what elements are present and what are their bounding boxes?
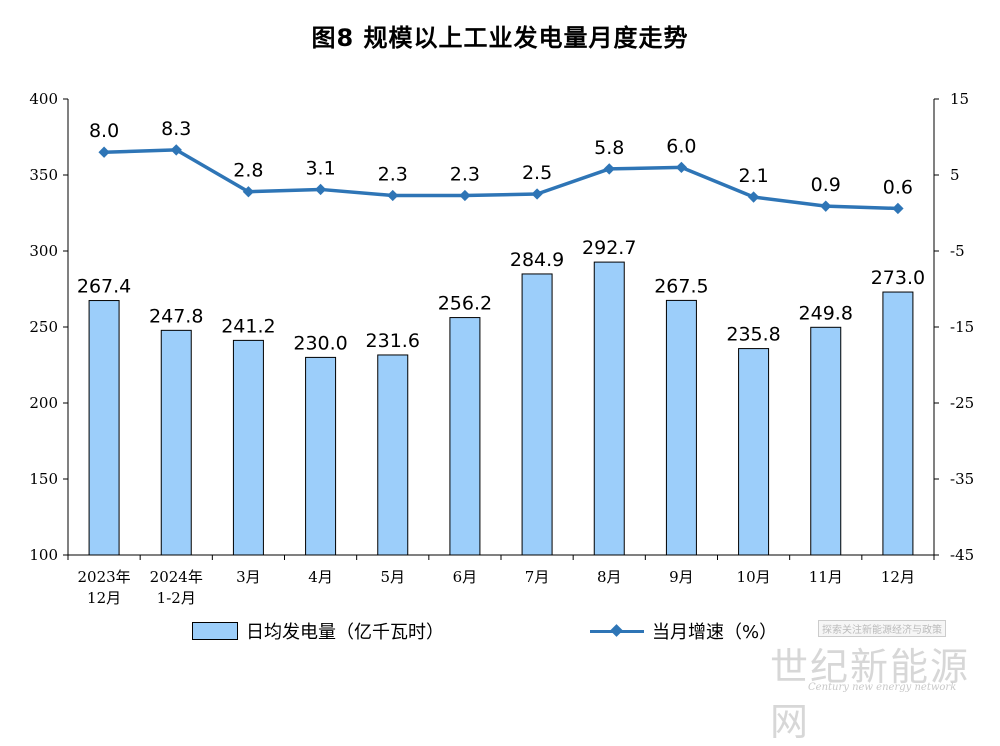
- x-tick-label: 1-2月: [157, 589, 196, 607]
- line-value-label: 2.8: [233, 160, 263, 182]
- y-right-tick-label: 15: [950, 90, 969, 108]
- line-point: [170, 144, 182, 156]
- axes: 100 150 200 250 300 350 400 -45 -35 -25 -15 -5 5 15: [29, 90, 974, 564]
- y-left-tick-label: 200: [29, 394, 58, 412]
- line-point: [603, 163, 615, 175]
- y-right-tick-label: -5: [950, 242, 965, 260]
- line-value-label: 8.0: [89, 120, 119, 142]
- bar-value-label: 247.8: [149, 305, 203, 327]
- watermark-tagline: 探索关注新能源经济与政策: [818, 620, 946, 637]
- x-tick-label: 11月: [809, 568, 843, 586]
- y-left-tick-label: 150: [29, 470, 58, 488]
- line-point: [387, 189, 399, 202]
- y-left-tick-label: 250: [29, 318, 58, 336]
- line-point: [98, 146, 110, 158]
- bar-value-label: 241.2: [221, 315, 275, 337]
- y-left-tick-label: 350: [29, 166, 58, 184]
- line-point: [459, 189, 471, 202]
- bar: [521, 273, 553, 556]
- bar-value-label: 273.0: [871, 267, 925, 289]
- y-right-tick-label: -35: [950, 470, 974, 488]
- bar: [377, 354, 409, 556]
- y-left-tick-label: 100: [29, 546, 58, 564]
- y-right-tick-label: -15: [950, 318, 974, 336]
- x-tick-label: 7月: [525, 568, 550, 586]
- y-right-tick-label: -25: [950, 394, 974, 412]
- legend-bar-swatch: [192, 622, 238, 640]
- line-value-label: 0.6: [883, 176, 913, 198]
- line-point: [242, 186, 255, 198]
- bar: [305, 356, 337, 556]
- line-value-label: 6.0: [666, 135, 696, 157]
- line-point: [820, 200, 832, 212]
- line-point: [892, 202, 904, 215]
- line-value-label: 8.3: [161, 118, 191, 140]
- line-point: [531, 188, 543, 200]
- x-tick-label: 8月: [597, 568, 622, 586]
- legend-label-line: 当月增速（%）: [652, 622, 778, 643]
- line-value-label: 2.5: [522, 162, 552, 184]
- line-series: [98, 144, 904, 215]
- line-point: [747, 191, 760, 203]
- legend-line-swatch: [590, 623, 644, 639]
- bar-series: [88, 261, 914, 556]
- bar: [449, 317, 481, 556]
- line-point: [675, 161, 688, 174]
- line-value-label: 5.8: [594, 137, 624, 159]
- legend-label-bars: 日均发电量（亿千瓦时）: [246, 622, 444, 643]
- y-left-tick-label: 300: [29, 242, 58, 260]
- bar: [88, 300, 120, 556]
- line-value-label: 0.9: [811, 174, 841, 196]
- bar: [738, 348, 770, 556]
- x-tick-labels: 2023年 12月 2024年 1-2月 3月 4月 5月 6月 7月 8月 9月 10月 11月 12月: [77, 568, 914, 607]
- legend: 日均发电量（亿千瓦时） 当月增速（%）: [0, 618, 1000, 648]
- x-tick-label: 9月: [669, 568, 694, 586]
- line-value-label: 2.1: [738, 165, 768, 187]
- x-tick-label: 4月: [308, 568, 333, 586]
- line-value-labels: 8.0 8.3 2.8 3.1 2.3 2.3 2.5 5.8 6.0 2.1 0.9 0.6: [89, 118, 913, 199]
- bar-value-label: 292.7: [582, 237, 636, 259]
- x-tick-label: 10月: [737, 568, 771, 586]
- legend-item-line: 当月增速（%）: [590, 618, 777, 644]
- line-value-label: 2.3: [378, 164, 408, 186]
- bar-value-label: 231.6: [366, 330, 420, 352]
- bar: [593, 261, 625, 556]
- watermark-english: Century new energy network: [808, 682, 957, 693]
- line-value-label: 2.3: [450, 164, 480, 186]
- bar-value-label: 267.5: [654, 275, 708, 297]
- chart-canvas: 100 150 200 250 300 350 400 -45 -35 -25 -15 -5 5 15 2…: [29, 90, 974, 607]
- x-tick-label: 2023年: [77, 568, 130, 586]
- chart-title: 图8 规模以上工业发电量月度走势: [311, 24, 689, 52]
- x-tick-label: 3月: [236, 568, 261, 586]
- bar-value-label: 230.0: [293, 332, 347, 354]
- x-tick-label: 6月: [453, 568, 478, 586]
- line-point: [314, 183, 327, 196]
- bar-value-labels: 267.4 247.8 241.2 230.0 231.6 256.2 284.9 292.7…: [77, 237, 925, 354]
- watermark-logo: 探索关注新能源经济与政策 世纪新能源网 Century new energy n…: [760, 620, 995, 744]
- bar-value-label: 235.8: [726, 324, 780, 346]
- y-right-tick-label: 5: [950, 166, 960, 184]
- bar: [160, 329, 192, 556]
- bar: [232, 339, 264, 556]
- bar: [882, 291, 914, 556]
- x-tick-label: 12月: [881, 568, 915, 586]
- bar: [810, 326, 842, 556]
- x-tick-label: 2024年: [150, 568, 203, 586]
- y-right-tick-label: -45: [950, 546, 974, 564]
- bar-value-label: 249.8: [799, 302, 853, 324]
- bar: [665, 299, 697, 556]
- x-tick-label: 5月: [380, 568, 405, 586]
- y-left-tick-label: 400: [29, 90, 58, 108]
- legend-item-bars: 日均发电量（亿千瓦时）: [192, 618, 444, 644]
- bar-value-label: 256.2: [438, 293, 492, 315]
- bar-value-label: 267.4: [77, 276, 131, 298]
- line-value-label: 3.1: [305, 157, 335, 179]
- bar-value-label: 284.9: [510, 249, 564, 271]
- x-tick-label: 12月: [87, 589, 121, 607]
- line-path: [104, 148, 898, 211]
